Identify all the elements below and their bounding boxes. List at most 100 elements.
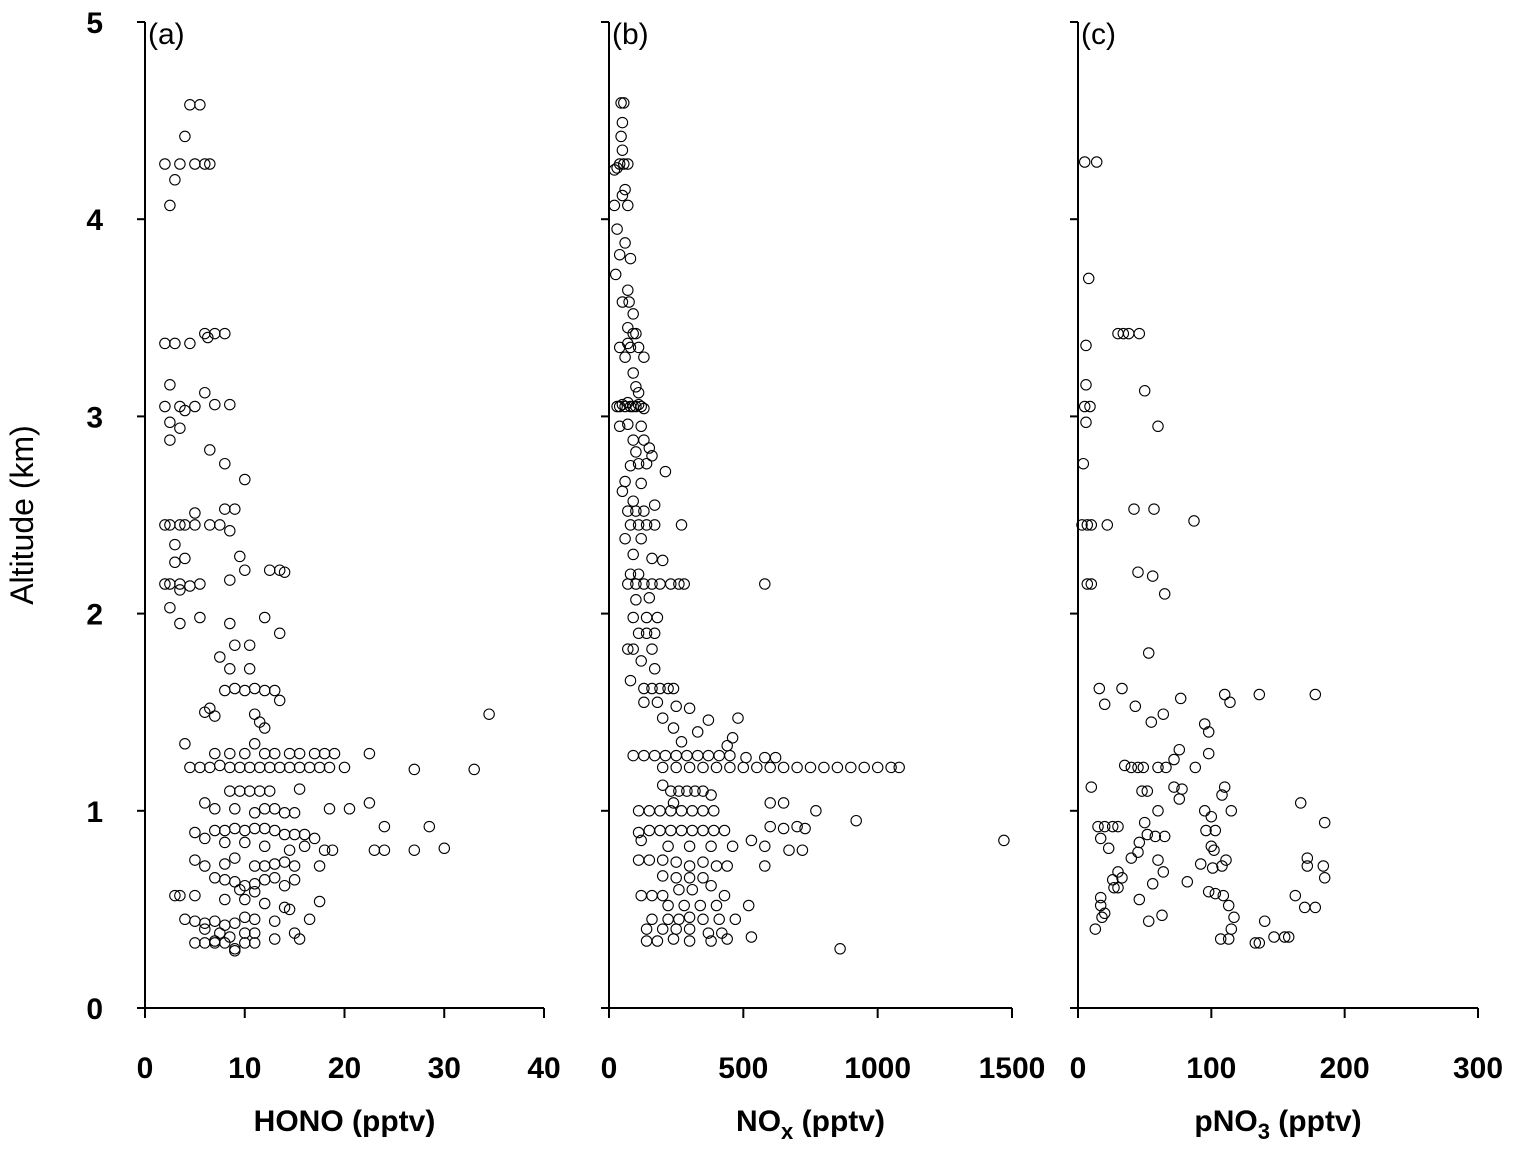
data-point: [202, 331, 214, 344]
data-point: [624, 674, 637, 687]
data-point: [248, 937, 261, 949]
data-point: [632, 341, 645, 354]
data-point: [686, 883, 699, 896]
data-point: [273, 761, 286, 774]
data-point: [764, 820, 776, 833]
data-point: [253, 785, 266, 797]
data-point: [632, 568, 645, 580]
data-point: [258, 897, 271, 910]
data-point: [632, 826, 645, 839]
data-point: [159, 400, 171, 413]
data-point: [681, 785, 693, 797]
data-point: [174, 889, 186, 902]
data-point: [214, 651, 226, 663]
data-point: [174, 422, 186, 434]
data-point: [224, 663, 236, 675]
data-point: [1194, 858, 1207, 870]
data-point: [638, 505, 650, 517]
data-point: [1157, 866, 1170, 878]
x-axis-label-main: HONO (pptv): [254, 1105, 436, 1138]
x-tick-label: 0: [1070, 1052, 1087, 1085]
data-point: [718, 824, 731, 837]
data-point: [248, 682, 261, 695]
data-point: [759, 578, 771, 590]
data-point: [1216, 860, 1228, 872]
data-point: [678, 578, 690, 590]
data-point: [764, 797, 776, 809]
data-point: [662, 913, 674, 926]
data-point: [258, 684, 271, 697]
data-point: [229, 822, 241, 835]
data-point: [619, 183, 631, 196]
data-point: [313, 761, 326, 774]
data-point: [670, 872, 682, 884]
data-point: [229, 852, 241, 864]
data-point: [278, 807, 291, 819]
data-point: [791, 761, 803, 774]
data-point: [189, 937, 201, 949]
data-point: [1138, 816, 1151, 829]
data-point: [1080, 339, 1092, 352]
data-point: [174, 578, 186, 590]
data-point: [318, 844, 331, 856]
data-point: [1222, 899, 1235, 912]
data-point: [697, 872, 709, 884]
data-point: [1301, 860, 1314, 872]
data-point: [729, 913, 742, 926]
data-point: [613, 158, 626, 170]
data-point: [214, 759, 226, 772]
data-point: [845, 761, 857, 774]
data-point: [667, 722, 680, 734]
data-point: [796, 844, 809, 856]
data-point: [691, 749, 704, 762]
data-point: [268, 803, 281, 815]
data-point: [159, 158, 171, 170]
x-axis-label: HONO (pptv): [254, 1105, 436, 1138]
data-point: [1090, 156, 1103, 168]
data-point: [1317, 860, 1330, 872]
data-point: [705, 840, 717, 853]
data-point: [313, 895, 326, 908]
data-point: [229, 945, 241, 957]
data-point: [1128, 503, 1140, 515]
data-point: [468, 763, 480, 776]
data-point: [169, 538, 181, 551]
data-point: [234, 761, 246, 774]
data-point: [219, 836, 231, 849]
data-point: [1138, 385, 1151, 397]
data-point: [278, 856, 291, 868]
data-point: [268, 824, 281, 837]
data-point: [640, 457, 653, 470]
x-axis-label-subscript: x: [781, 1119, 794, 1144]
data-point: [248, 860, 261, 872]
x-axis-label-unit: (pptv): [1270, 1105, 1362, 1138]
data-point: [1181, 876, 1194, 888]
data-point: [1152, 761, 1164, 774]
data-point: [1158, 830, 1171, 843]
data-point: [268, 933, 281, 945]
data-point: [184, 761, 196, 774]
data-point: [204, 519, 216, 531]
data-point: [1225, 805, 1238, 817]
data-point: [408, 763, 421, 776]
data-point: [1085, 578, 1098, 590]
data-point: [697, 761, 709, 774]
data-point: [248, 885, 261, 898]
data-point: [616, 296, 629, 308]
data-point: [662, 682, 674, 695]
data-point: [675, 824, 688, 837]
data-point: [1112, 820, 1124, 833]
data-point: [622, 643, 634, 655]
data-point: [616, 116, 629, 129]
data-point: [659, 465, 672, 478]
data-point: [1205, 810, 1218, 823]
data-point: [268, 915, 281, 927]
data-point: [616, 398, 629, 411]
data-point: [293, 783, 306, 795]
data-point: [303, 761, 316, 774]
data-point: [288, 860, 301, 872]
data-point: [1318, 816, 1331, 829]
data-point: [308, 747, 321, 760]
data-point: [742, 899, 755, 912]
